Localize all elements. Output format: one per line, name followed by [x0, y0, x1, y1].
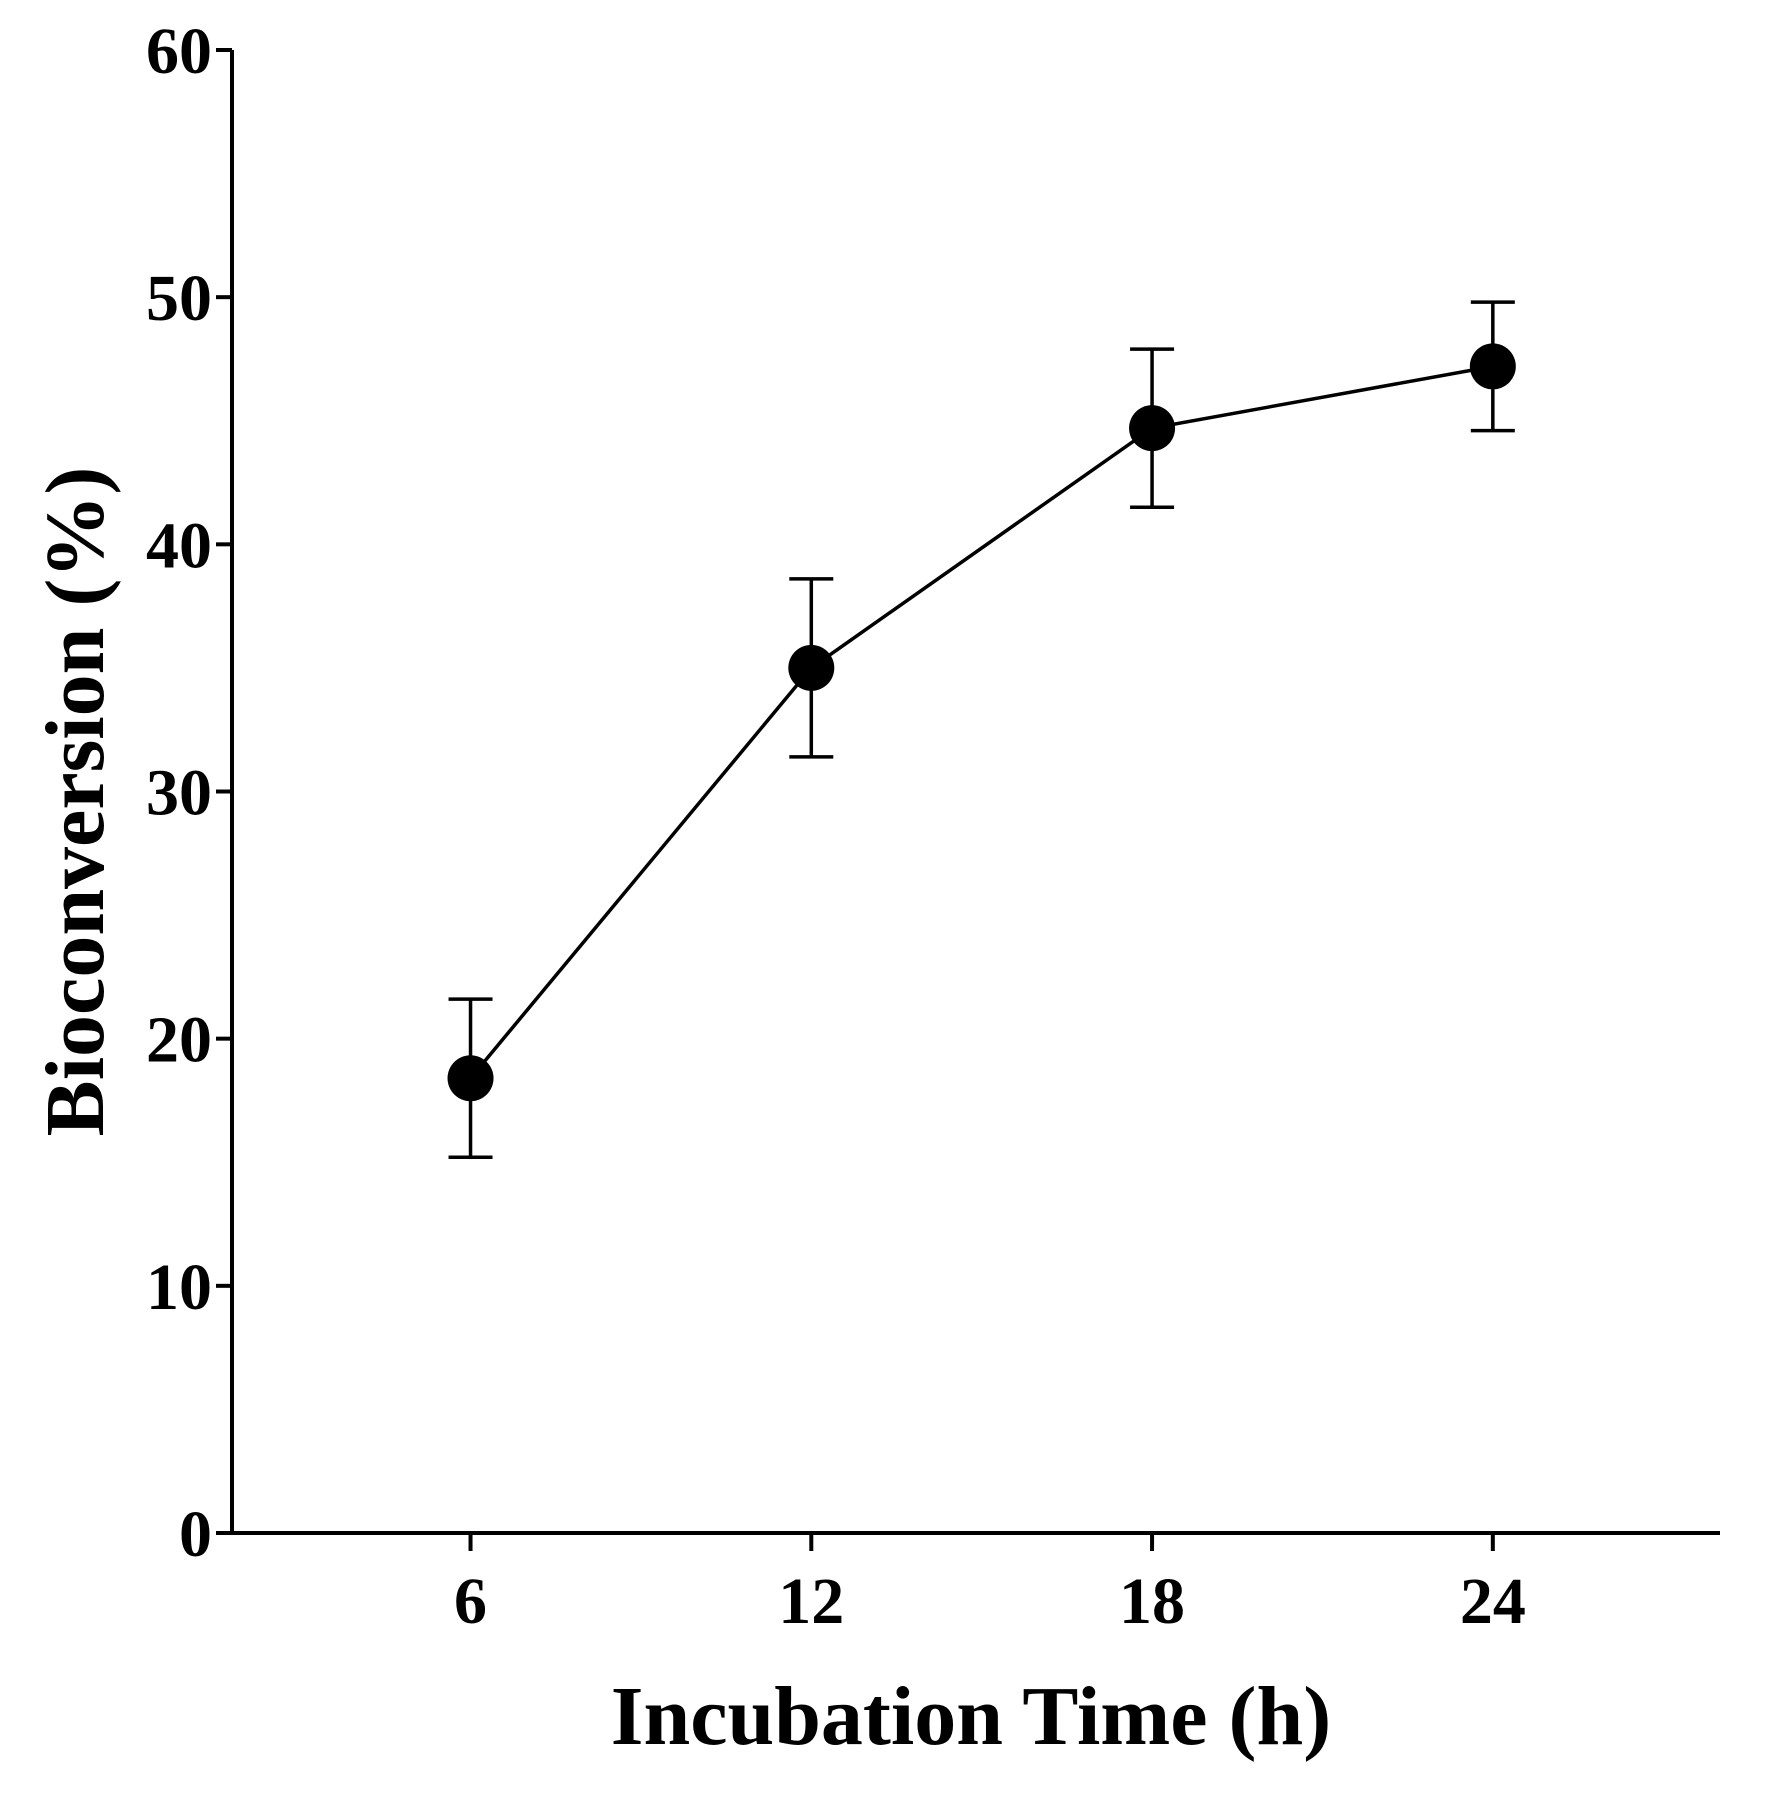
- data-markers: [447, 343, 1516, 1102]
- x-axis: 6 12 18 24: [216, 1531, 1720, 1638]
- plot-area: [447, 300, 1516, 1160]
- y-tick-label: 10: [146, 1251, 212, 1324]
- x-ticks: 6 12 18 24: [454, 1533, 1526, 1638]
- data-point: [1129, 405, 1176, 452]
- y-tick-label: 60: [146, 15, 212, 88]
- series-line: [469, 364, 1494, 1080]
- y-axis: 0 10 20 30 40 50 60: [146, 15, 234, 1571]
- data-point: [1469, 343, 1516, 390]
- y-tick-label: 20: [146, 1004, 212, 1077]
- y-ticks: 0 10 20 30 40 50 60: [146, 15, 232, 1571]
- x-axis-title: Incubation Time (h): [611, 1670, 1331, 1763]
- x-tick-label: 12: [778, 1565, 844, 1638]
- x-tick-label: 24: [1460, 1565, 1526, 1638]
- data-point: [788, 644, 835, 691]
- error-bars: [448, 300, 1515, 1160]
- data-point: [447, 1055, 494, 1102]
- x-tick-label: 18: [1119, 1565, 1185, 1638]
- y-tick-label: 30: [146, 757, 212, 830]
- y-tick-label: 40: [146, 509, 212, 582]
- y-axis-title: Bioconversion (%): [29, 467, 122, 1137]
- y-tick-label: 0: [179, 1498, 212, 1571]
- y-tick-label: 50: [146, 262, 212, 335]
- x-tick-label: 6: [454, 1565, 487, 1638]
